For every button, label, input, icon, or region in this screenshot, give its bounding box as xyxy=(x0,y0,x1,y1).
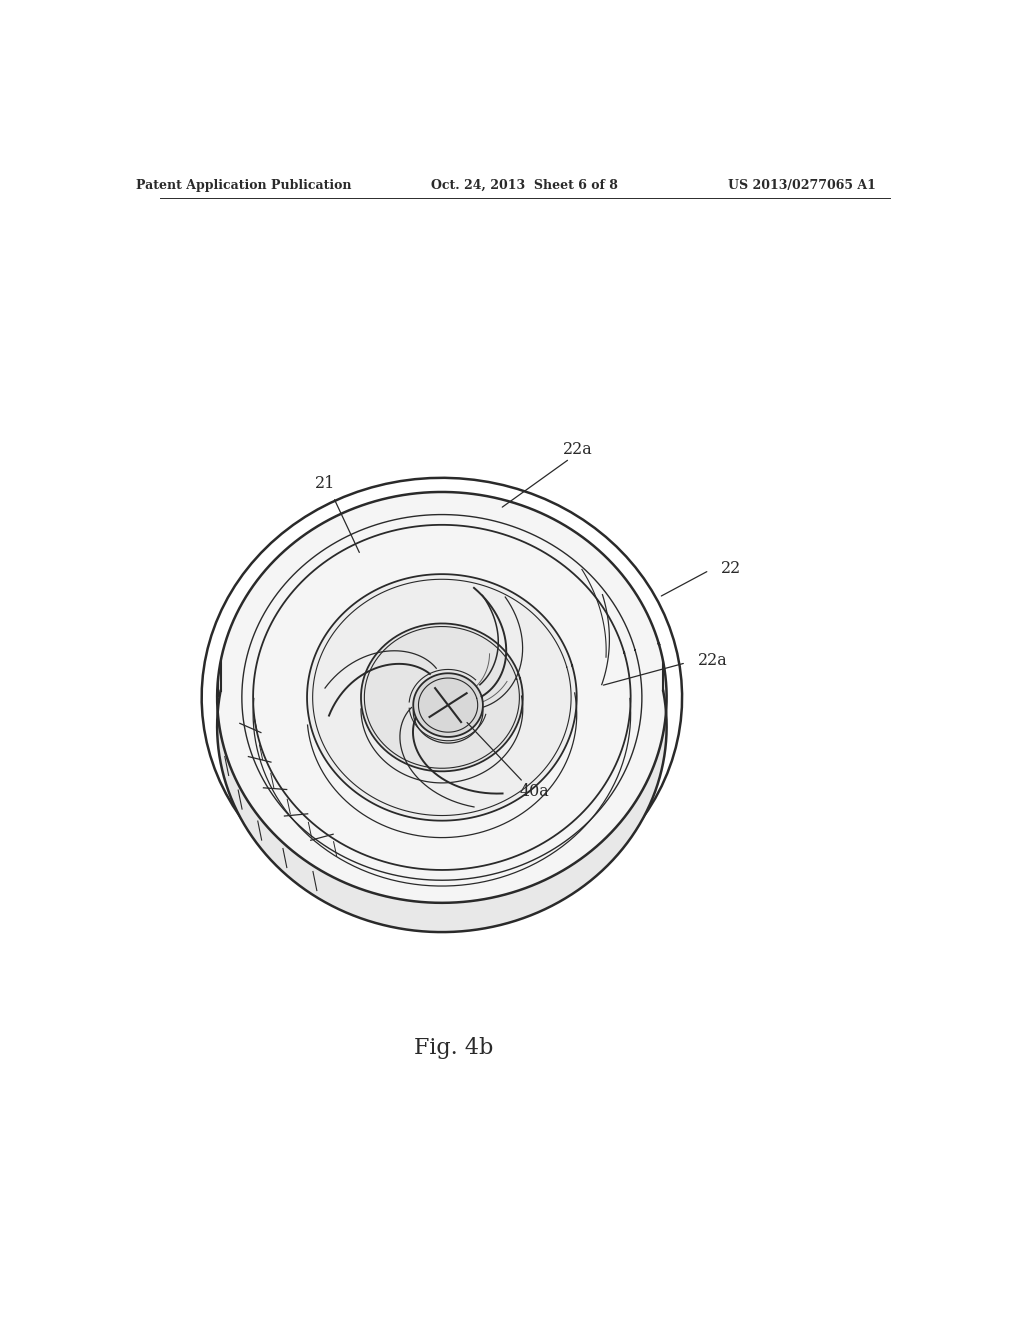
Text: Patent Application Publication: Patent Application Publication xyxy=(136,178,352,191)
Text: 21: 21 xyxy=(315,475,336,492)
Text: 40a: 40a xyxy=(520,783,550,800)
Polygon shape xyxy=(217,661,667,932)
Polygon shape xyxy=(361,623,523,771)
Text: 22a: 22a xyxy=(697,652,727,669)
Text: Oct. 24, 2013  Sheet 6 of 8: Oct. 24, 2013 Sheet 6 of 8 xyxy=(431,178,618,191)
Text: Fig. 4b: Fig. 4b xyxy=(414,1036,494,1059)
Text: 22a: 22a xyxy=(562,441,592,458)
Text: US 2013/0277065 A1: US 2013/0277065 A1 xyxy=(728,178,877,191)
Text: 22: 22 xyxy=(721,560,741,577)
Polygon shape xyxy=(217,492,667,903)
Polygon shape xyxy=(414,673,483,737)
Polygon shape xyxy=(307,574,577,821)
